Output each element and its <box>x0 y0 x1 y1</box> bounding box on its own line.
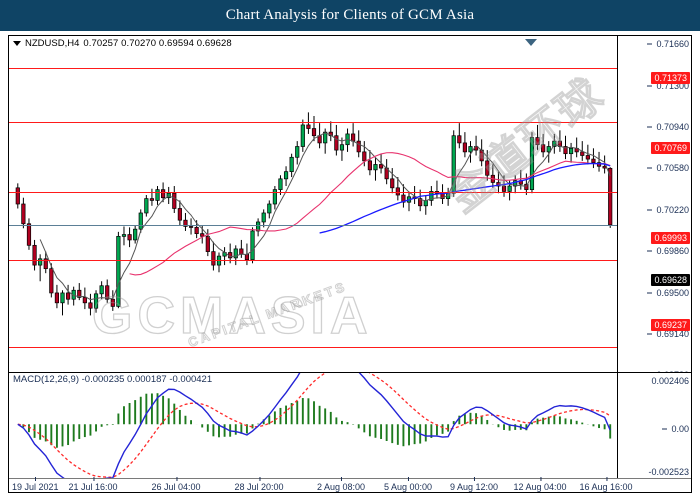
page-title: Chart Analysis for Clients of GCM Asia <box>225 7 475 23</box>
time-axis-line <box>9 478 691 479</box>
price-axis-gutter[interactable]: 0.71660 0.71300 0.70940 0.70580 0.70220 0.698… <box>617 36 691 372</box>
time-axis-tick: 9 Aug 12:00 <box>450 477 498 492</box>
page-title-bar: Chart Analysis for Clients of GCM Asia <box>0 0 700 31</box>
symbol-legend: NZDUSD,H4 0.70257 0.70270 0.69594 0.6962… <box>13 38 232 49</box>
price-axis-tick: 0.69860 <box>647 246 689 256</box>
price-level-tag[interactable]: 0.69237 <box>651 319 690 331</box>
price-axis-tick: 0.70220 <box>647 205 689 215</box>
time-axis-tick: 2 Aug 08:00 <box>317 477 365 492</box>
candlestick-canvas <box>15 112 613 316</box>
price-plot-area[interactable] <box>9 36 617 372</box>
price-level-line[interactable] <box>9 122 617 124</box>
chart-top-marker-icon <box>525 39 537 46</box>
current-price-line[interactable] <box>9 224 617 226</box>
price-level-tag[interactable]: 0.69628 <box>651 274 690 286</box>
symbol-label: NZDUSD,H4 <box>25 38 80 49</box>
macd-axis-gutter[interactable]: 0.002406 0.00 -0.002523 <box>617 373 691 478</box>
price-axis-tick: 0.69140 <box>647 329 689 339</box>
price-level-line[interactable] <box>9 260 617 261</box>
time-axis-tick: 26 Jul 04:00 <box>151 477 201 492</box>
price-level-line[interactable] <box>9 347 617 349</box>
price-axis-tick: 0.70580 <box>647 163 689 173</box>
macd-axis-tick: 0.00 <box>662 424 689 434</box>
price-level-tag[interactable]: 0.71373 <box>651 72 690 84</box>
price-axis-tick: 0.71300 <box>647 81 689 91</box>
macd-plot-area[interactable] <box>9 373 617 478</box>
price-level-line[interactable] <box>9 68 617 70</box>
macd-axis-tick: -0.002523 <box>648 467 689 477</box>
pane-divider <box>9 372 691 373</box>
macd-canvas <box>17 373 612 478</box>
price-level-tag[interactable]: 0.69993 <box>651 232 690 244</box>
macd-pane: MACD(12,26,9) -0.000235 0.000187 -0.0004… <box>9 373 691 478</box>
price-axis-tick: 0.68780 <box>656 370 689 372</box>
price-pane: NZDUSD,H4 0.70257 0.70270 0.69594 0.6962… <box>9 36 691 372</box>
time-axis-tick: 19 Jul 2021 <box>12 477 59 492</box>
price-axis-tick: 0.70940 <box>647 122 689 132</box>
price-axis-tick: 0.71660 <box>647 39 689 49</box>
macd-legend: MACD(12,26,9) -0.000235 0.000187 -0.0004… <box>13 374 213 385</box>
price-level-line[interactable] <box>9 192 617 194</box>
price-level-tag[interactable]: 0.70769 <box>651 142 690 154</box>
time-axis-tick: 21 Jul 16:00 <box>68 477 118 492</box>
chart-frame: NZDUSD,H4 0.70257 0.70270 0.69594 0.6962… <box>8 35 692 493</box>
time-axis-tick: 12 Aug 04:00 <box>513 477 567 492</box>
ohlc-values: 0.70257 0.70270 0.69594 0.69628 <box>83 38 232 49</box>
time-axis[interactable]: 19 Jul 2021 21 Jul 16:00 26 Jul 04:00 28 Ju… <box>8 477 692 497</box>
time-axis-tick: 5 Aug 00:00 <box>384 477 432 492</box>
time-axis-tick: 16 Aug 16:00 <box>579 477 633 492</box>
time-axis-tick: 28 Jul 20:00 <box>234 477 284 492</box>
macd-axis-tick: 0.002406 <box>651 376 689 386</box>
caret-down-icon[interactable] <box>13 41 21 46</box>
price-axis-tick: 0.69500 <box>647 288 689 298</box>
